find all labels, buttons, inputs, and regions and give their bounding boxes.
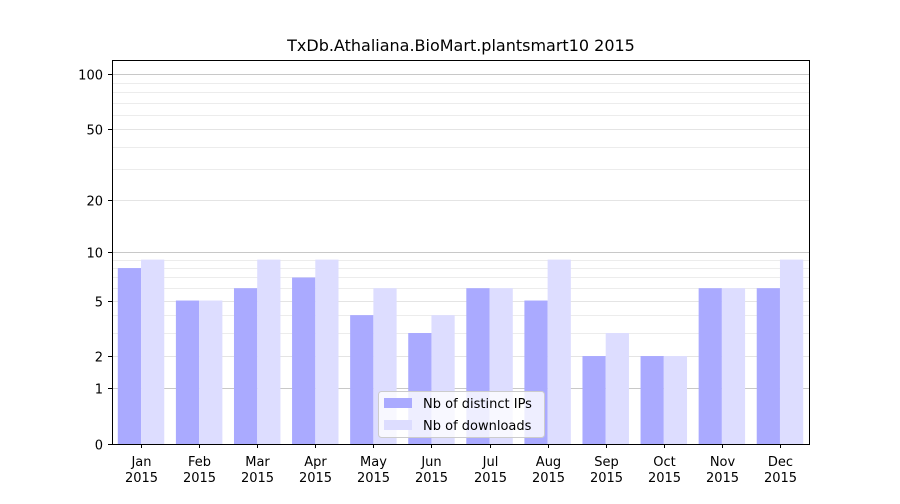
- bar-distinct-ips: [698, 288, 722, 444]
- y-tick-label: 5: [95, 296, 103, 311]
- x-tick-label-month: Mar: [245, 455, 270, 470]
- x-tick-label-year: 2015: [764, 471, 797, 486]
- x-tick-label-month: Nov: [710, 455, 736, 470]
- x-tick-label-year: 2015: [648, 471, 681, 486]
- y-tick-label: 10: [86, 247, 103, 262]
- x-tick-label-year: 2015: [183, 471, 216, 486]
- x-tick-label-month: Jul: [482, 455, 499, 470]
- bar-distinct-ips: [233, 288, 258, 444]
- bar-downloads: [547, 259, 571, 444]
- bar-distinct-ips: [117, 268, 142, 444]
- legend-swatch-downloads: [384, 420, 412, 430]
- y-tick-label: 20: [86, 195, 103, 210]
- bar-distinct-ips: [756, 288, 780, 444]
- x-tick-label-month: Sep: [594, 455, 619, 470]
- y-tick-label: 0: [95, 439, 103, 454]
- bar-downloads: [257, 259, 281, 444]
- bar-downloads: [779, 259, 804, 444]
- x-tick-label-month: Aug: [536, 455, 561, 470]
- x-tick-label-month: Feb: [188, 455, 211, 470]
- chart-title: TxDb.Athaliana.BioMart.plantsmart10 2015: [286, 36, 635, 55]
- x-tick-label-year: 2015: [474, 471, 507, 486]
- x-tick-label-year: 2015: [299, 471, 332, 486]
- legend-label-distinct-ips: Nb of distinct IPs: [423, 397, 532, 412]
- legend-box: [378, 391, 545, 438]
- x-tick-label-year: 2015: [590, 471, 623, 486]
- x-tick-label-year: 2015: [532, 471, 565, 486]
- x-axis: Jan2015Feb2015Mar2015Apr2015May2015Jun20…: [125, 444, 797, 486]
- x-tick-label-year: 2015: [706, 471, 739, 486]
- bar-downloads: [199, 300, 223, 444]
- y-tick-label: 2: [95, 351, 103, 366]
- y-tick-label: 1: [95, 383, 103, 398]
- x-tick-label-month: Oct: [653, 455, 675, 470]
- bar-downloads: [663, 356, 688, 444]
- x-tick-label-year: 2015: [241, 471, 274, 486]
- y-axis: 0 1 2 5 10 20 50 100: [78, 69, 112, 454]
- grid-layer: [112, 74, 809, 389]
- x-tick-label-month: Apr: [304, 455, 327, 470]
- bar-distinct-ips: [175, 300, 200, 444]
- x-tick-label-year: 2015: [125, 471, 158, 486]
- x-tick-label-month: May: [360, 455, 387, 470]
- y-tick-label: 50: [86, 124, 103, 139]
- legend: Nb of distinct IPs Nb of downloads: [378, 391, 545, 438]
- bar-distinct-ips: [350, 315, 374, 444]
- x-tick-label-year: 2015: [415, 471, 448, 486]
- x-tick-label-month: Jun: [420, 455, 441, 470]
- bar-distinct-ips: [582, 356, 606, 444]
- legend-swatch-distinct-ips: [384, 398, 412, 408]
- legend-label-downloads: Nb of downloads: [423, 419, 532, 434]
- x-tick-label-year: 2015: [357, 471, 390, 486]
- bar-downloads: [141, 259, 165, 444]
- x-tick-label-month: Dec: [768, 455, 793, 470]
- bar-distinct-ips: [292, 277, 316, 444]
- bar-downloads: [315, 259, 339, 444]
- x-tick-label-month: Jan: [130, 455, 151, 470]
- bar-distinct-ips: [640, 356, 664, 444]
- y-tick-label: 100: [78, 69, 103, 84]
- bar-downloads: [721, 288, 746, 444]
- plot-frame: [112, 60, 810, 445]
- bar-downloads: [605, 332, 629, 444]
